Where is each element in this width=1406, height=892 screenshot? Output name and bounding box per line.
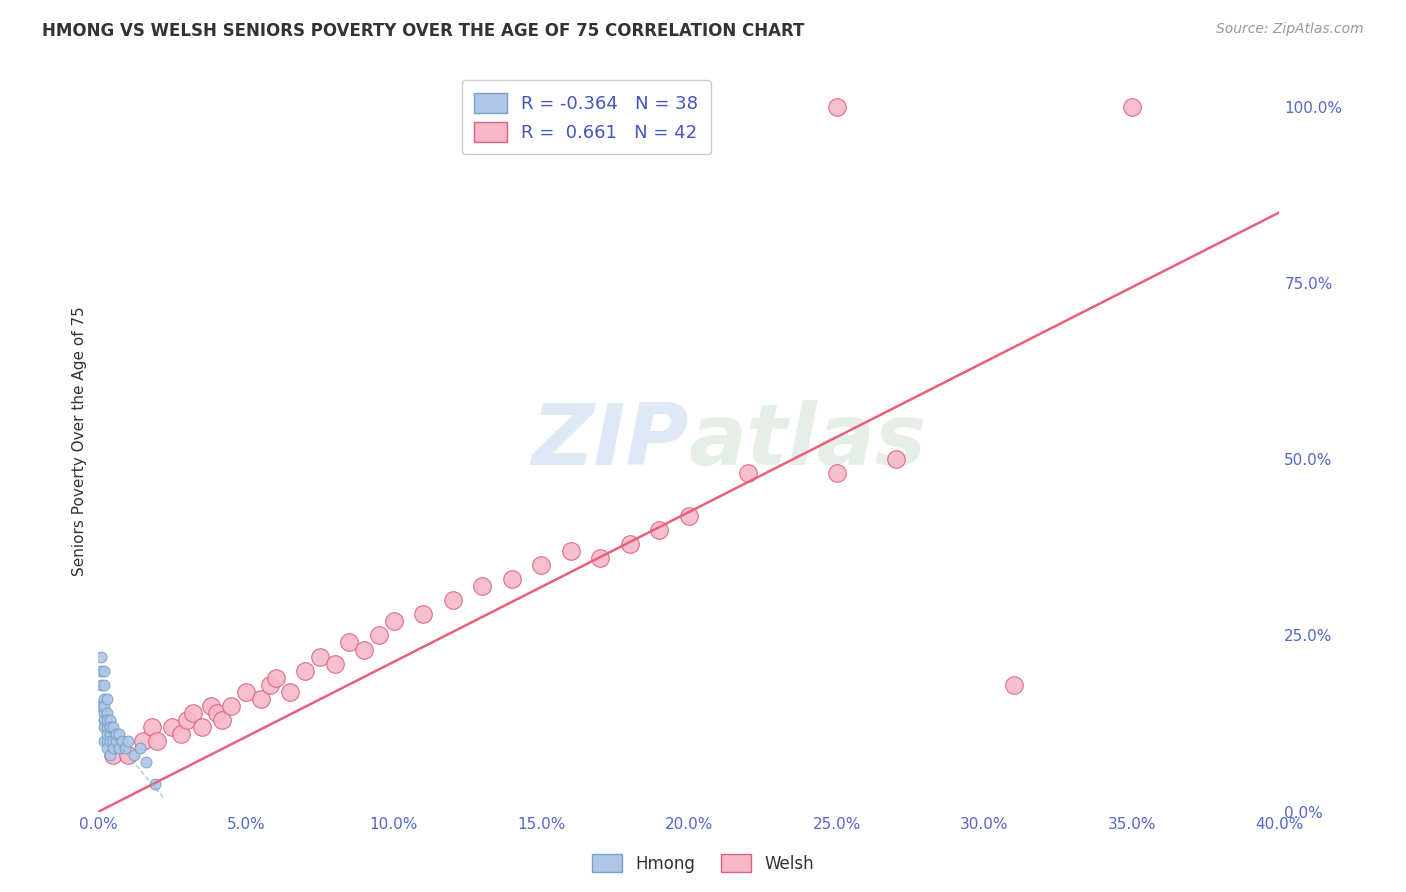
Point bbox=[103, 741, 125, 756]
Point bbox=[1121, 100, 1143, 114]
Point bbox=[105, 727, 128, 741]
Point bbox=[339, 635, 360, 649]
Point bbox=[96, 706, 118, 720]
Point bbox=[825, 467, 848, 481]
Point bbox=[211, 713, 233, 727]
Point bbox=[105, 734, 128, 748]
Y-axis label: Seniors Poverty Over the Age of 75: Seniors Poverty Over the Age of 75 bbox=[72, 307, 87, 576]
Point bbox=[93, 720, 115, 734]
Point bbox=[98, 720, 121, 734]
Point bbox=[96, 713, 118, 727]
Point bbox=[111, 734, 134, 748]
Point bbox=[103, 734, 125, 748]
Point bbox=[98, 713, 121, 727]
Point bbox=[619, 537, 641, 551]
Point bbox=[162, 720, 183, 734]
Point bbox=[412, 607, 434, 622]
Point bbox=[181, 706, 204, 720]
Point bbox=[294, 664, 316, 678]
Point bbox=[132, 734, 155, 748]
Point bbox=[323, 657, 346, 671]
Point bbox=[884, 452, 907, 467]
Point bbox=[122, 748, 145, 763]
Point bbox=[96, 692, 118, 706]
Point bbox=[98, 727, 121, 741]
Point bbox=[259, 678, 281, 692]
Point bbox=[250, 692, 273, 706]
Point bbox=[678, 508, 700, 523]
Point bbox=[90, 698, 112, 713]
Point bbox=[264, 671, 287, 685]
Point bbox=[117, 734, 139, 748]
Point bbox=[96, 727, 118, 741]
Point bbox=[93, 698, 115, 713]
Text: Source: ZipAtlas.com: Source: ZipAtlas.com bbox=[1216, 22, 1364, 37]
Point bbox=[205, 706, 228, 720]
Point bbox=[560, 544, 582, 558]
Point bbox=[93, 734, 115, 748]
Point bbox=[93, 713, 115, 727]
Point bbox=[103, 748, 125, 763]
Point bbox=[114, 741, 136, 756]
Text: ZIP: ZIP bbox=[531, 400, 689, 483]
Point bbox=[309, 649, 332, 664]
Text: HMONG VS WELSH SENIORS POVERTY OVER THE AGE OF 75 CORRELATION CHART: HMONG VS WELSH SENIORS POVERTY OVER THE … bbox=[42, 22, 804, 40]
Point bbox=[108, 727, 131, 741]
Point bbox=[93, 664, 115, 678]
Point bbox=[825, 100, 848, 114]
Point bbox=[96, 734, 118, 748]
Point bbox=[191, 720, 214, 734]
Point bbox=[737, 467, 759, 481]
Point bbox=[146, 734, 169, 748]
Point bbox=[93, 692, 115, 706]
Point bbox=[501, 572, 523, 586]
Point bbox=[108, 741, 131, 756]
Point bbox=[90, 649, 112, 664]
Point bbox=[93, 678, 115, 692]
Point bbox=[200, 698, 222, 713]
Point bbox=[135, 756, 157, 770]
Text: atlas: atlas bbox=[689, 400, 927, 483]
Point bbox=[90, 678, 112, 692]
Point bbox=[96, 741, 118, 756]
Point bbox=[143, 776, 166, 790]
Point bbox=[128, 741, 150, 756]
Point bbox=[278, 685, 302, 699]
Point bbox=[235, 685, 257, 699]
Point bbox=[96, 720, 118, 734]
Point bbox=[368, 628, 391, 642]
Point bbox=[170, 727, 193, 741]
Point bbox=[93, 706, 115, 720]
Point bbox=[219, 698, 242, 713]
Point bbox=[98, 734, 121, 748]
Legend: Hmong, Welsh: Hmong, Welsh bbox=[586, 847, 820, 880]
Point bbox=[103, 720, 125, 734]
Point bbox=[141, 720, 163, 734]
Point bbox=[471, 579, 494, 593]
Point bbox=[441, 593, 464, 607]
Point bbox=[648, 523, 671, 537]
Point bbox=[530, 558, 553, 572]
Point bbox=[353, 642, 375, 657]
Point bbox=[1002, 678, 1025, 692]
Point bbox=[98, 748, 121, 763]
Point bbox=[90, 664, 112, 678]
Point bbox=[117, 748, 139, 763]
Point bbox=[589, 550, 612, 565]
Point bbox=[176, 713, 198, 727]
Point bbox=[382, 615, 405, 629]
Legend: R = -0.364   N = 38, R =  0.661   N = 42: R = -0.364 N = 38, R = 0.661 N = 42 bbox=[461, 80, 711, 154]
